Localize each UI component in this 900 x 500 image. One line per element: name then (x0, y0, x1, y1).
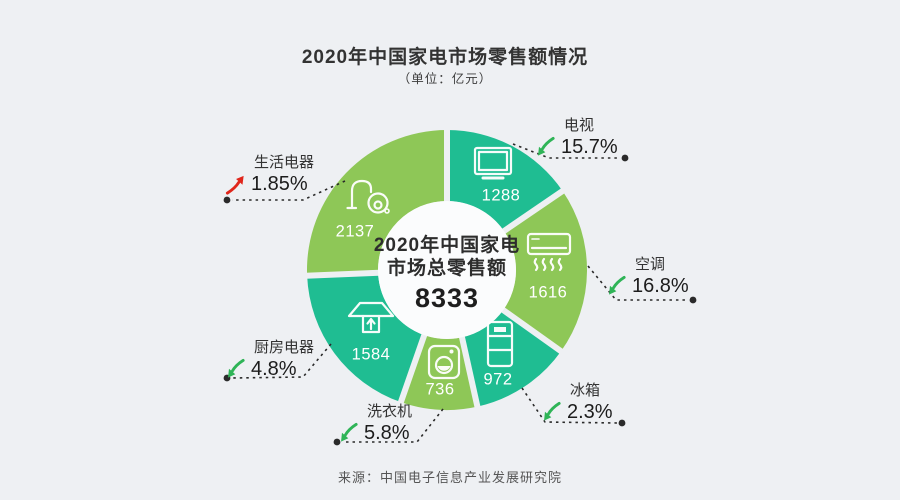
leader-line (232, 180, 346, 201)
leader-dot (618, 419, 626, 427)
segment-value-life: 2137 (335, 222, 375, 241)
leader-line (342, 408, 444, 443)
callout-label: 洗衣机 (367, 403, 413, 420)
trend-up-icon (225, 175, 244, 195)
segment-divider (458, 332, 482, 412)
leader-dot (333, 438, 341, 446)
segment-divider (302, 269, 383, 279)
washing-machine-icon (427, 344, 461, 380)
chart-title: 2020年中国家电市场零售额情况 (301, 47, 589, 68)
leader-line (521, 387, 618, 424)
tv-icon (473, 146, 513, 180)
range-hood-icon (347, 301, 395, 334)
segment-value-air-conditioner: 1616 (528, 283, 568, 302)
callout-percentage: 5.8% (364, 422, 410, 444)
callout-washing-machine: 洗衣机 5.8% (337, 400, 412, 445)
leader-dot (223, 196, 231, 204)
segment-value-kitchen: 1584 (351, 345, 391, 364)
chart-unit-note: （单位：亿元） (397, 72, 493, 86)
callout-percentage: 1.85% (251, 173, 308, 195)
callout-air-conditioner: 空调 16.8% (605, 253, 689, 298)
callout-tv: 电视 15.7% (534, 114, 618, 159)
segment-value-tv: 1288 (481, 186, 521, 205)
callout-label: 电视 (564, 117, 595, 134)
center-label-line2: 市场总零售额 (386, 258, 507, 279)
leader-dot (621, 154, 629, 162)
air-conditioner-icon (526, 232, 572, 272)
donut-segment-2 (503, 190, 587, 352)
trend-down-icon (341, 422, 358, 442)
callout-fridge: 冰箱 2.3% (540, 379, 613, 424)
leader-dot (689, 296, 697, 304)
callout-percentage: 16.8% (632, 275, 689, 297)
callout-label: 厨房电器 (254, 339, 315, 356)
segment-value-washing-machine: 736 (425, 380, 455, 399)
donut-segment-5 (307, 272, 425, 403)
total-value: 8333 (414, 283, 480, 313)
callout-percentage: 4.8% (251, 358, 297, 380)
segment-value-fridge: 972 (483, 370, 513, 389)
leader-line (512, 143, 620, 159)
donut-segment-6 (306, 130, 447, 276)
callout-kitchen: 厨房电器 4.8% (224, 336, 314, 381)
segment-divider (396, 330, 429, 407)
segment-divider (498, 305, 567, 356)
fridge-icon (486, 320, 514, 368)
donut-center-circle (378, 201, 516, 339)
trend-down-icon (228, 358, 245, 378)
callout-label: 冰箱 (570, 382, 601, 399)
callout-label: 空调 (635, 256, 666, 273)
source-note: 来源：中国电子信息产业发展研究院 (337, 470, 562, 485)
segment-divider (498, 186, 568, 236)
vacuum-cleaner-icon (346, 179, 390, 214)
callout-percentage: 15.7% (561, 136, 618, 158)
trend-down-icon (609, 275, 626, 295)
center-label-line1: 2020年中国家电 (373, 235, 521, 256)
callout-percentage: 2.3% (567, 401, 613, 423)
donut-center-text: 2020年中国家电 市场总零售额 8333 (337, 234, 557, 314)
leader-lines (223, 143, 697, 446)
donut-segments (302, 126, 587, 412)
trend-down-icon (544, 401, 561, 421)
trend-down-icon (538, 136, 555, 156)
callout-life: 生活电器 1.85% (224, 151, 314, 196)
callout-label: 生活电器 (254, 154, 315, 171)
leader-line (587, 265, 688, 301)
leader-line (231, 343, 332, 379)
